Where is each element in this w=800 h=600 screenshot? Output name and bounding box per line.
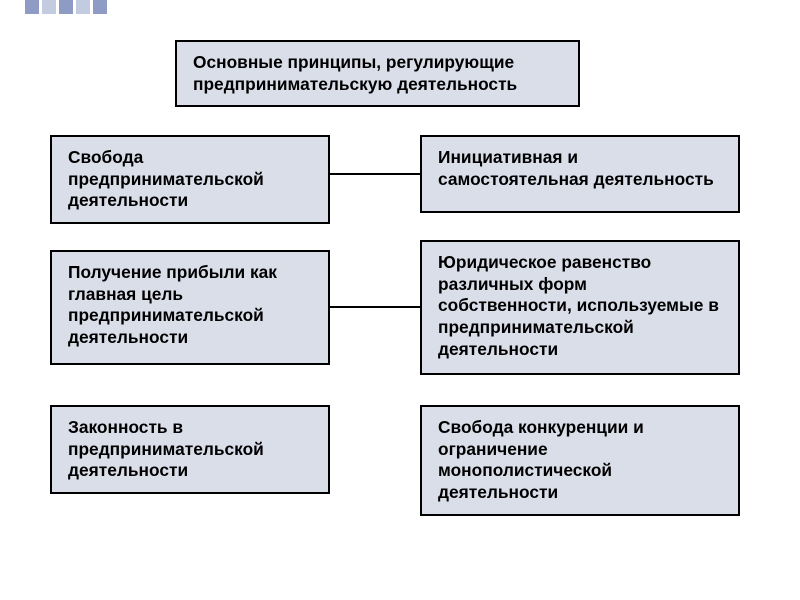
deco-square xyxy=(25,0,39,14)
deco-square xyxy=(59,0,73,14)
deco-square xyxy=(76,0,90,14)
diagram-node-right2: Юридическое равенство различных форм соб… xyxy=(420,240,740,375)
diagram-node-left3: Законность в предпринимательской деятель… xyxy=(50,405,330,494)
diagram-node-right1: Инициативная и самостоятельная деятельно… xyxy=(420,135,740,213)
corner-decoration xyxy=(25,0,107,14)
principles-diagram: Основные принципы, регулирующие предприн… xyxy=(0,40,800,600)
diagram-node-left2: Получение прибыли как главная цель предп… xyxy=(50,250,330,365)
deco-square xyxy=(42,0,56,14)
deco-square xyxy=(93,0,107,14)
diagram-node-left1: Свобода предпринимательской деятельности xyxy=(50,135,330,224)
diagram-node-right3: Свобода конкуренции и ограничение монопо… xyxy=(420,405,740,516)
diagram-node-title: Основные принципы, регулирующие предприн… xyxy=(175,40,580,107)
